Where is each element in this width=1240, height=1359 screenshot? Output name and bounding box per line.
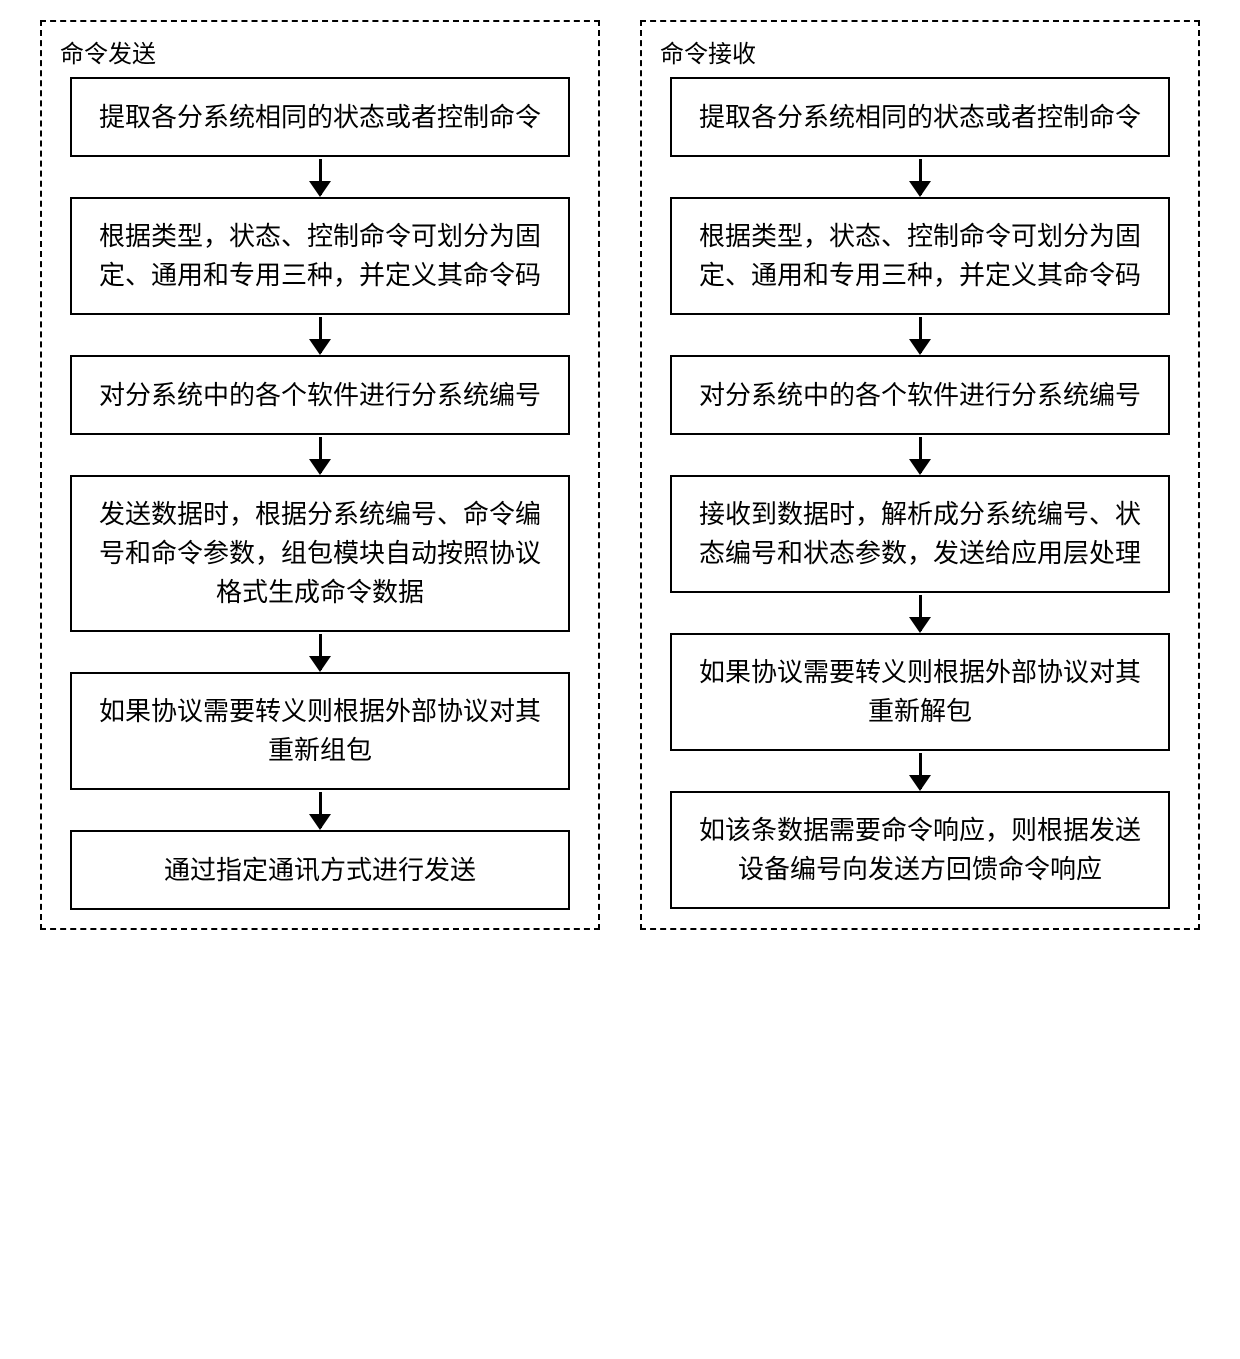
- arrow-icon: [919, 317, 922, 353]
- arrow-icon: [919, 753, 922, 789]
- receive-flow: 提取各分系统相同的状态或者控制命令 根据类型，状态、控制命令可划分为固定、通用和…: [660, 77, 1180, 909]
- send-box-2: 对分系统中的各个软件进行分系统编号: [70, 355, 570, 435]
- send-panel: 命令发送 提取各分系统相同的状态或者控制命令 根据类型，状态、控制命令可划分为固…: [40, 20, 600, 930]
- send-box-3: 发送数据时，根据分系统编号、命令编号和命令参数，组包模块自动按照协议格式生成命令…: [70, 475, 570, 632]
- receive-box-1: 根据类型，状态、控制命令可划分为固定、通用和专用三种，并定义其命令码: [670, 197, 1170, 315]
- send-box-1: 根据类型，状态、控制命令可划分为固定、通用和专用三种，并定义其命令码: [70, 197, 570, 315]
- arrow-icon: [319, 317, 322, 353]
- send-box-4: 如果协议需要转义则根据外部协议对其重新组包: [70, 672, 570, 790]
- send-panel-title: 命令发送: [60, 34, 580, 69]
- receive-panel-title: 命令接收: [660, 34, 1180, 69]
- receive-box-5: 如该条数据需要命令响应，则根据发送设备编号向发送方回馈命令响应: [670, 791, 1170, 909]
- receive-box-2: 对分系统中的各个软件进行分系统编号: [670, 355, 1170, 435]
- send-box-5: 通过指定通讯方式进行发送: [70, 830, 570, 910]
- flowchart-container: 命令发送 提取各分系统相同的状态或者控制命令 根据类型，状态、控制命令可划分为固…: [40, 20, 1200, 930]
- send-flow: 提取各分系统相同的状态或者控制命令 根据类型，状态、控制命令可划分为固定、通用和…: [60, 77, 580, 910]
- send-box-0: 提取各分系统相同的状态或者控制命令: [70, 77, 570, 157]
- arrow-icon: [919, 159, 922, 195]
- arrow-icon: [319, 634, 322, 670]
- arrow-icon: [919, 437, 922, 473]
- receive-box-3: 接收到数据时，解析成分系统编号、状态编号和状态参数，发送给应用层处理: [670, 475, 1170, 593]
- arrow-icon: [919, 595, 922, 631]
- arrow-icon: [319, 159, 322, 195]
- receive-box-0: 提取各分系统相同的状态或者控制命令: [670, 77, 1170, 157]
- arrow-icon: [319, 437, 322, 473]
- arrow-icon: [319, 792, 322, 828]
- receive-box-4: 如果协议需要转义则根据外部协议对其重新解包: [670, 633, 1170, 751]
- receive-panel: 命令接收 提取各分系统相同的状态或者控制命令 根据类型，状态、控制命令可划分为固…: [640, 20, 1200, 930]
